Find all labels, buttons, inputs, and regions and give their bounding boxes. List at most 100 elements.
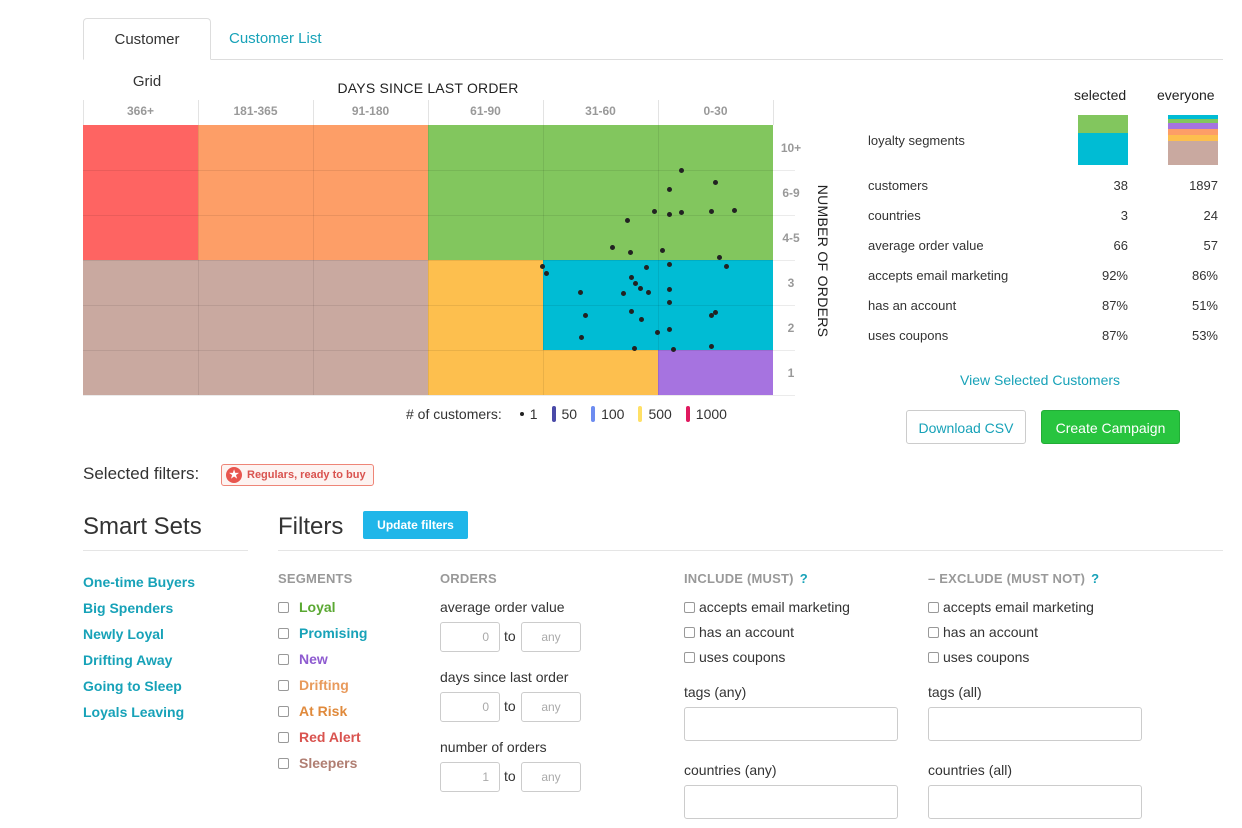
segment-share-promising: [1168, 115, 1218, 119]
segment-filter-sleepers[interactable]: Sleepers: [278, 755, 357, 771]
create-campaign-button[interactable]: Create Campaign: [1041, 410, 1180, 444]
grid-segment-new[interactable]: [658, 350, 773, 395]
smart-set-link[interactable]: Big Spenders: [83, 600, 174, 616]
avg-order-value-min-input[interactable]: 0: [440, 622, 500, 652]
column-separator: [658, 100, 659, 125]
column-label: 91-180: [351, 104, 390, 118]
grid-segment-sleepers[interactable]: [83, 260, 428, 395]
filter-chip[interactable]: ★ Regulars, ready to buy: [221, 464, 374, 486]
grid-line: [428, 125, 429, 395]
smart-sets-title: Smart Sets: [83, 513, 202, 540]
customer-dot: [667, 187, 672, 192]
customer-dot: [638, 286, 643, 291]
exclude-option[interactable]: uses coupons: [928, 649, 1029, 665]
checkbox-label: uses coupons: [943, 649, 1030, 665]
include-option[interactable]: accepts email marketing: [684, 599, 850, 615]
avg-order-value-max-input[interactable]: any: [521, 622, 581, 652]
customer-dot: [713, 310, 718, 315]
customer-dot: [632, 346, 637, 351]
legend-dot-icon: [519, 412, 524, 416]
grid-segment-at-risk[interactable]: [428, 260, 543, 395]
stats-row-label: accepts email marketing: [868, 268, 1009, 283]
segment-label: Sleepers: [299, 755, 358, 771]
checkbox[interactable]: [928, 626, 939, 638]
include-countries-label: countries (any): [684, 762, 777, 778]
checkbox[interactable]: [684, 626, 695, 638]
legend-label: # of customers:: [406, 406, 502, 422]
exclude-option[interactable]: has an account: [928, 624, 1038, 640]
column-label: 181-365: [233, 104, 278, 118]
checkbox[interactable]: [278, 731, 289, 743]
stats-col-selected: selected: [1074, 87, 1127, 103]
include-tags-input[interactable]: [684, 707, 898, 741]
segment-filter-drifting[interactable]: Drifting: [278, 677, 349, 693]
segment-share-new: [1168, 123, 1218, 129]
tab-customer-grid[interactable]: Customer Grid: [83, 18, 211, 90]
stats-selected-value: 87%: [1101, 298, 1128, 313]
include-option[interactable]: has an account: [684, 624, 794, 640]
view-selected-customers-link[interactable]: View Selected Customers: [960, 372, 1121, 388]
grid-line: [198, 125, 199, 395]
grid-segment-loyal[interactable]: [428, 125, 773, 260]
segment-filter-loyal[interactable]: Loyal: [278, 599, 336, 615]
customer-dot: [629, 275, 634, 280]
tab-bar-divider: [83, 59, 1223, 60]
segment-share-drifting: [1168, 129, 1218, 135]
smart-set-link[interactable]: Newly Loyal: [83, 626, 164, 642]
number-of-orders-min-input[interactable]: 1: [440, 762, 500, 792]
customer-dot: [628, 250, 633, 255]
grid-line: [313, 125, 314, 395]
stats-selected-value: 66: [1113, 238, 1128, 253]
checkbox[interactable]: [278, 705, 289, 717]
segments-heading: SEGMENTS: [278, 571, 353, 586]
checkbox[interactable]: [928, 601, 939, 613]
days-since-order-min-input[interactable]: 0: [440, 692, 500, 722]
legend-value: 500: [648, 406, 672, 422]
checkbox[interactable]: [278, 627, 289, 639]
customer-dot: [717, 255, 722, 260]
segment-filter-at-risk[interactable]: At Risk: [278, 703, 347, 719]
customer-dot: [583, 313, 588, 318]
smart-set-link[interactable]: Drifting Away: [83, 652, 173, 668]
include-help-icon[interactable]: ?: [799, 571, 808, 586]
download-csv-button[interactable]: Download CSV: [906, 410, 1026, 444]
days-since-order-max-input[interactable]: any: [521, 692, 581, 722]
customer-dot: [633, 281, 638, 286]
checkbox[interactable]: [278, 653, 289, 665]
grid-segment-red-alert[interactable]: [83, 125, 198, 260]
exclude-option[interactable]: accepts email marketing: [928, 599, 1094, 615]
checkbox[interactable]: [684, 601, 695, 613]
legend-item: 1: [519, 406, 538, 422]
number-of-orders-max-input[interactable]: any: [521, 762, 581, 792]
checkbox[interactable]: [278, 679, 289, 691]
column-label: 61-90: [470, 104, 501, 118]
grid-segment-at-risk[interactable]: [543, 350, 658, 395]
smart-set-link[interactable]: Going to Sleep: [83, 678, 182, 694]
checkbox[interactable]: [928, 651, 939, 663]
include-option[interactable]: uses coupons: [684, 649, 785, 665]
tab-customer-list[interactable]: Customer List: [229, 30, 322, 47]
exclude-tags-input[interactable]: [928, 707, 1142, 741]
include-countries-input[interactable]: [684, 785, 898, 819]
legend-bar-icon: [638, 406, 643, 422]
checkbox[interactable]: [278, 757, 289, 769]
customer-dot: [655, 330, 660, 335]
smart-set-link[interactable]: One-time Buyers: [83, 574, 196, 590]
grid-x-title: DAYS SINCE LAST ORDER: [337, 80, 519, 96]
segment-filter-promising[interactable]: Promising: [278, 625, 367, 641]
grid-segment-drifting[interactable]: [198, 125, 428, 260]
segment-filter-red-alert[interactable]: Red Alert: [278, 729, 361, 745]
customer-dot: [610, 245, 615, 250]
segment-filter-new[interactable]: New: [278, 651, 328, 667]
days-since-order-label: days since last order: [440, 669, 569, 685]
stats-selected-value: 92%: [1101, 268, 1128, 283]
checkbox[interactable]: [278, 601, 289, 613]
checkbox[interactable]: [684, 651, 695, 663]
update-filters-button[interactable]: Update filters: [363, 511, 468, 539]
customer-dot: [709, 344, 714, 349]
customer-dot: [625, 218, 630, 223]
smart-set-link[interactable]: Loyals Leaving: [83, 704, 185, 720]
exclude-help-icon[interactable]: ?: [1091, 571, 1100, 586]
column-label: 31-60: [585, 104, 616, 118]
exclude-countries-input[interactable]: [928, 785, 1142, 819]
